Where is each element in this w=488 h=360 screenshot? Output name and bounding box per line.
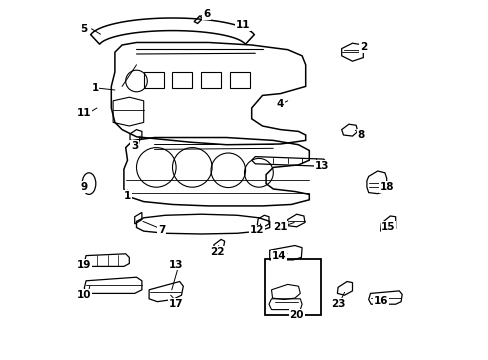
Text: 23: 23 [330,299,345,309]
Text: 15: 15 [381,222,395,232]
Text: 9: 9 [81,182,88,192]
Text: 14: 14 [271,251,285,261]
Text: 3: 3 [131,141,138,151]
Text: 12: 12 [249,225,264,235]
Text: 1: 1 [123,191,131,201]
Text: 18: 18 [379,182,393,192]
Text: 17: 17 [168,299,183,309]
Text: 5: 5 [81,24,88,34]
Text: 10: 10 [77,290,91,300]
Text: 11: 11 [77,108,91,118]
Text: 22: 22 [210,247,224,257]
Text: 21: 21 [273,222,287,232]
Text: 7: 7 [158,225,165,235]
Text: 13: 13 [314,161,328,171]
Text: 16: 16 [373,296,388,306]
Text: 2: 2 [359,42,366,52]
Text: 6: 6 [203,9,210,19]
Text: 8: 8 [357,130,365,140]
Text: 20: 20 [289,310,304,320]
Text: 4: 4 [276,99,284,109]
Text: 13: 13 [168,260,183,270]
Text: 1: 1 [91,83,99,93]
Text: 11: 11 [235,20,249,30]
Text: 19: 19 [77,260,91,270]
